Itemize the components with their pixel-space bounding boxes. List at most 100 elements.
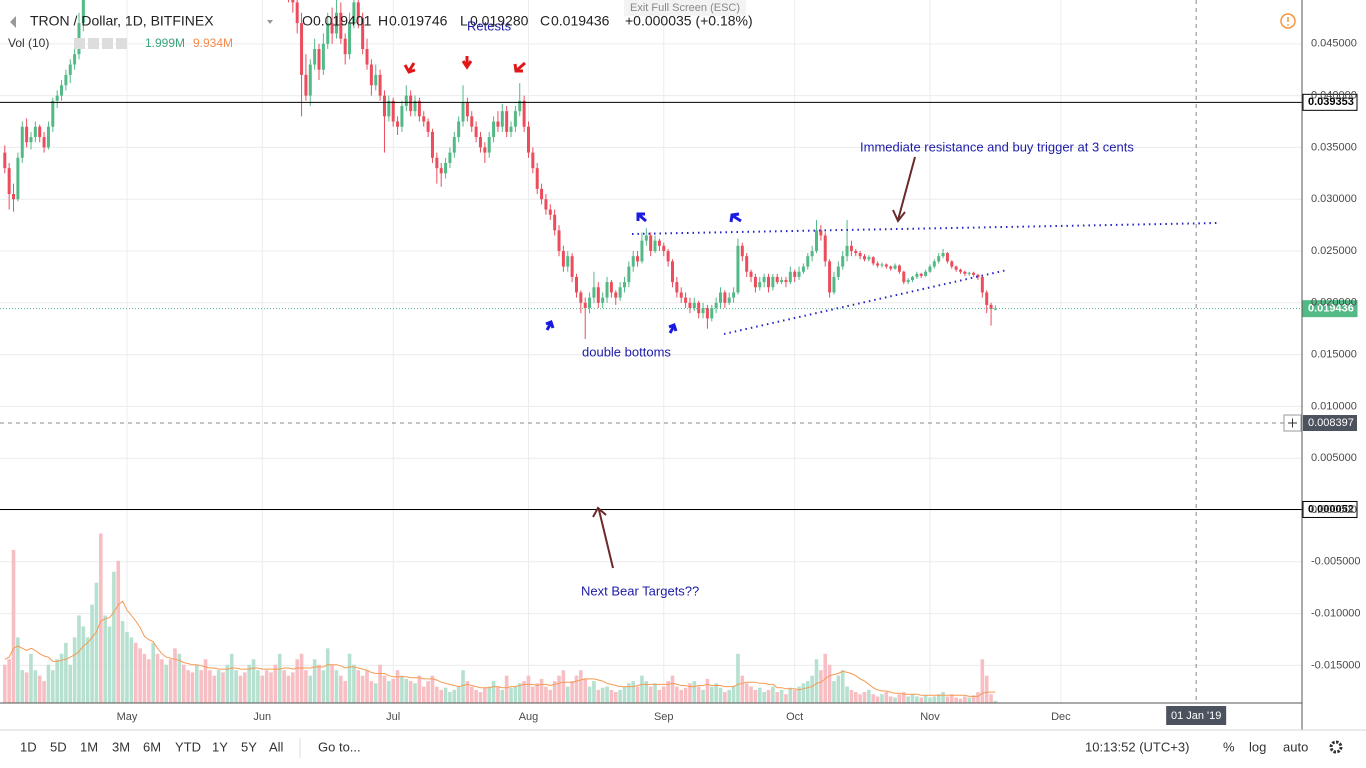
volume-bar [260, 675, 265, 703]
volume-bar [430, 675, 435, 703]
candle-body [601, 297, 605, 303]
y-tick-label: -0.005000 [1311, 556, 1361, 568]
candle-body [64, 74, 68, 86]
icon[interactable] [88, 38, 99, 49]
arrow [892, 156, 916, 223]
volume-bar [208, 670, 212, 703]
candle-body [841, 256, 845, 267]
candle-body [12, 194, 16, 200]
exit-fullscreen-button[interactable] [624, 0, 746, 16]
candle-body [959, 269, 963, 272]
volume-bar [744, 683, 749, 703]
volume-bar [840, 670, 845, 703]
volume-bar [491, 681, 496, 703]
volume-bar [395, 670, 400, 703]
goto-button[interactable]: Go to... [318, 739, 361, 754]
annotation: double bottoms [582, 344, 671, 359]
candle-body [705, 307, 709, 319]
candle-body [670, 261, 674, 283]
volume-bar [845, 686, 849, 703]
y-tick-label: 0.020000 [1311, 297, 1357, 309]
exit-fullscreen-label[interactable]: Exit Full Screen (ESC) [630, 2, 740, 14]
volume-bar [670, 675, 675, 703]
volume-bar [16, 637, 20, 703]
candle-body [51, 100, 55, 127]
candle-body [614, 292, 618, 298]
settings-icon[interactable] [1329, 740, 1343, 754]
candle-body [740, 245, 744, 257]
candle-body [915, 273, 919, 277]
candle-body [609, 282, 613, 293]
candle-body [723, 292, 727, 303]
range-button[interactable]: 3M [112, 739, 130, 754]
volume-bar [517, 683, 522, 703]
volume-ma-value: 9.934M [193, 36, 233, 50]
volume-bar [901, 692, 906, 703]
x-tick-label: Sep [654, 711, 674, 723]
volume-bar [3, 664, 7, 703]
candle-body [954, 266, 958, 270]
candle-body [304, 74, 308, 96]
candle-body [928, 266, 932, 272]
volume-bar [7, 659, 11, 703]
auto-toggle[interactable]: auto [1283, 739, 1308, 754]
candle-body [967, 272, 971, 274]
icon[interactable] [116, 38, 127, 49]
candle-body [749, 271, 753, 277]
log-toggle[interactable]: log [1249, 739, 1266, 754]
volume-bar [653, 683, 657, 703]
volume-bar [391, 678, 395, 703]
candle-body [788, 271, 792, 283]
volume-bar [177, 653, 182, 703]
volume-bar [531, 686, 535, 703]
candle-body [430, 131, 434, 158]
range-button[interactable]: 1D [20, 739, 37, 754]
candle-body [876, 263, 880, 266]
candle-body [727, 297, 731, 303]
volume-bar [448, 692, 452, 703]
volume-bar [221, 672, 225, 703]
candle-body [985, 292, 989, 305]
volume-bar [356, 670, 361, 703]
volume-bar [112, 571, 116, 703]
candle-body [919, 273, 923, 276]
y-tick-label: 0.045000 [1311, 38, 1357, 50]
volume-bar [426, 681, 430, 703]
volume-bar [347, 653, 352, 703]
volume-bar [443, 687, 448, 703]
y-tick-label: 0.000000 [1311, 504, 1357, 516]
price-lines: 0.039353 0.000052 0.019436 01 Jan '19 0.0083… [0, 0, 1358, 725]
range-button[interactable]: 1Y [212, 739, 228, 754]
candle-body [317, 49, 321, 70]
range-button[interactable]: YTD [175, 739, 201, 754]
volume-bar [853, 692, 858, 703]
range-button[interactable]: 1M [80, 739, 98, 754]
volume-bar [893, 697, 897, 703]
candle-body [46, 126, 50, 148]
candle-body [483, 147, 487, 153]
volume-bar [334, 670, 339, 703]
volume-bar [605, 686, 609, 703]
ohlc-label: H [378, 13, 388, 29]
candle-body [932, 261, 936, 267]
alert-icon[interactable] [1280, 13, 1296, 29]
candle-body [513, 111, 517, 127]
candle-body [972, 272, 976, 275]
candle-body [557, 230, 561, 252]
candle-body [631, 256, 635, 267]
crosshair-x-label: 01 Jan '19 [1171, 710, 1221, 722]
range-button[interactable]: 5Y [241, 739, 257, 754]
volume-bar [897, 694, 902, 703]
icon[interactable] [74, 38, 85, 49]
candle-body [300, 23, 304, 75]
range-button[interactable]: 6M [143, 739, 161, 754]
volume-bar [980, 659, 985, 703]
candle-body [771, 276, 775, 288]
percent-toggle[interactable]: % [1223, 739, 1235, 754]
range-button[interactable]: 5D [50, 739, 67, 754]
candle-body [989, 304, 993, 310]
candle-body [596, 287, 600, 303]
icon[interactable] [102, 38, 113, 49]
candle-body [902, 271, 906, 283]
range-button[interactable]: All [269, 739, 284, 754]
